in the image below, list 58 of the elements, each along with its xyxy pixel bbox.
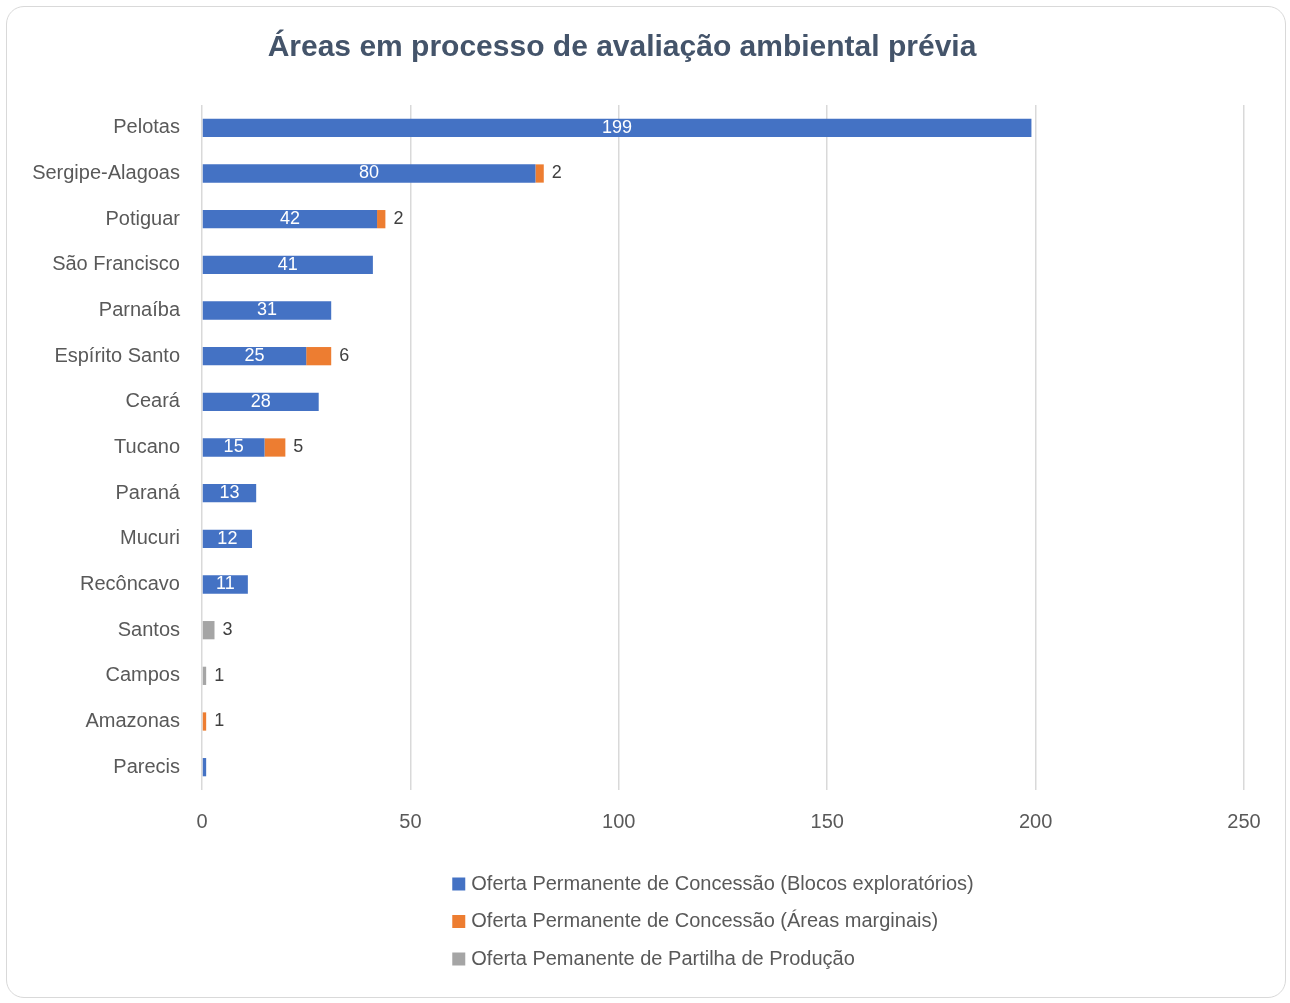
x-tick-label: 250 [1227,809,1261,832]
data-label: 80 [359,162,380,183]
data-label: 199 [602,116,633,137]
bar [202,621,215,640]
data-label: 6 [339,345,350,366]
bar [202,347,307,366]
chart-title: Áreas em processo de avaliação ambiental prévia [267,29,977,63]
bar [202,164,536,183]
data-label: 11 [215,573,235,594]
data-label: 3 [222,619,233,640]
data-label: 1 [214,664,225,685]
data-label: 1 [214,710,225,731]
x-tick-label: 0 [196,809,208,832]
data-label: 28 [250,390,271,411]
y-tick-label: Sergipe-Alagoas [32,161,180,184]
data-label: 2 [393,208,404,229]
y-tick-label: São Francisco [52,252,180,275]
y-tick-label: Tucano [114,435,180,458]
data-label: 42 [279,208,300,229]
data-label: 2 [551,162,562,183]
y-tick-label: Potiguar [105,206,181,229]
y-tick-label: Espírito Santo [54,343,180,366]
y-tick-label: Parnaíba [98,298,181,321]
bar [202,255,373,274]
bar [202,210,378,229]
y-tick-label: Santos [117,617,180,640]
bar [202,438,265,457]
x-tick-label: 100 [602,809,636,832]
y-tick-label: Mucuri [119,526,180,549]
data-label: 5 [293,436,304,457]
legend-label: Oferta Permanente de Concessão (Blocos exploratórios) [471,871,974,894]
y-tick-label: Recôncavo [79,572,180,595]
x-tick-label: 200 [1018,809,1053,832]
legend-label: Oferta Permanente de Concessão (Áreas marginais) [471,909,939,932]
data-label: 13 [219,482,240,503]
y-tick-label: Pelotas [113,115,180,138]
y-tick-label: Ceará [125,389,181,412]
bar [535,164,544,183]
x-tick-label: 50 [399,809,422,832]
data-label: 12 [217,527,238,548]
bar [202,118,1032,137]
data-label: 41 [277,253,298,274]
legend-label: Oferta Pemanente de Partilha de Produção [471,946,855,969]
bar [202,392,319,411]
bar [202,712,207,731]
bar [202,575,248,594]
bar [377,210,386,229]
x-tick-label: 150 [810,809,844,832]
data-label: 15 [223,436,244,457]
bar [306,347,332,366]
bar [202,301,332,320]
y-tick-label: Amazonas [85,709,180,732]
bar [264,438,286,457]
data-label: 31 [256,299,277,320]
y-tick-label: Campos [105,663,180,686]
y-tick-label: Paraná [115,480,181,503]
data-label: 25 [244,345,265,366]
y-tick-label: Parecis [113,754,180,777]
